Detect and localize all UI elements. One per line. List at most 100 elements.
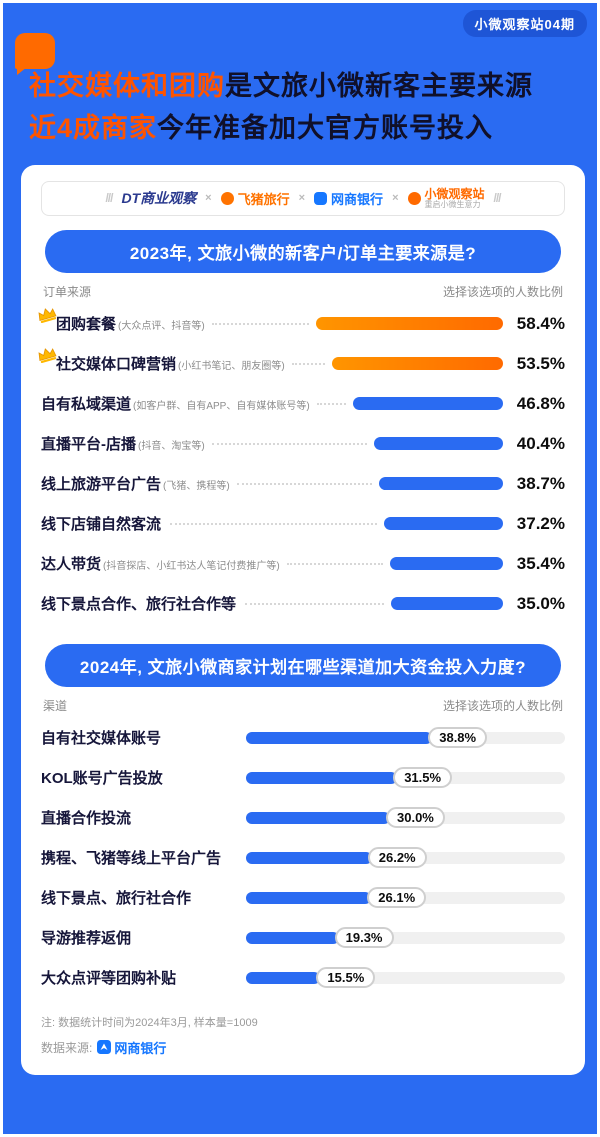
brand-logo-mark — [15, 33, 55, 75]
chart2-row: 导游推荐返佣 19.3% — [41, 918, 565, 958]
row-label: 团购套餐 — [56, 316, 117, 334]
bar — [246, 771, 398, 784]
bar — [353, 397, 503, 411]
chart2-row: 大众点评等团购补贴 15.5% — [41, 958, 565, 998]
row-value: 37.2% — [516, 513, 565, 533]
dotted-leader — [245, 602, 384, 605]
bar — [383, 517, 503, 531]
row-label: 社交媒体口碑营销 — [56, 356, 177, 374]
bar-track: 38.8% — [246, 727, 565, 749]
row-value: 53.5% — [516, 353, 565, 373]
row-label: 自有私域渠道 — [41, 396, 132, 414]
issue-badge: 小微观察站04期 — [462, 10, 587, 37]
row-value: 19.3% — [334, 927, 394, 949]
chart2-row: 自有社交媒体账号 38.8% — [41, 718, 565, 758]
row-label: 导游推荐返佣 — [41, 930, 132, 948]
xiaowei-station-logo: 小微观察站 重启小微生意力 — [407, 188, 485, 209]
chart1-row: 线下店铺自然客流 37.2% — [41, 504, 565, 544]
chart1-row: 直播平台-店播 (抖音、淘宝等) 40.4% — [41, 424, 565, 464]
dotted-leader — [211, 322, 310, 325]
row-value: 46.8% — [516, 393, 565, 413]
source-label: 数据来源: — [41, 1040, 93, 1055]
dotted-leader — [211, 442, 367, 445]
chart2-row: 直播合作投流 30.0% — [41, 798, 565, 838]
mybank-logo-icon — [97, 1040, 112, 1055]
row-note: (大众点评、抖音等) — [118, 321, 205, 333]
title-line-1: 社交媒体和团购是文旅小微新客主要来源 — [29, 71, 533, 101]
chart1-row: 社交媒体口碑营销 (小红书笔记、朋友圈等) 53.5% — [38, 344, 565, 384]
bar — [246, 811, 390, 824]
dotted-leader — [236, 482, 373, 485]
bar-track: 26.2% — [246, 847, 565, 869]
section1-col-right: 选择该选项的人数比例 — [442, 284, 563, 299]
row-value: 31.5% — [393, 767, 453, 789]
row-value: 38.8% — [428, 727, 488, 749]
row-label: 线上旅游平台广告 — [41, 476, 162, 494]
crown-icon — [35, 305, 59, 326]
row-note: (抖音、淘宝等) — [138, 441, 205, 453]
bar — [389, 557, 503, 571]
row-value: 40.4% — [516, 433, 565, 453]
bar — [246, 971, 321, 984]
bar-track: 30.0% — [246, 807, 565, 829]
row-value: 58.4% — [516, 313, 565, 333]
section1-col-left: 订单来源 — [43, 284, 92, 299]
hatch-right-decoration: /// — [493, 191, 502, 206]
row-value: 26.2% — [367, 847, 427, 869]
row-note: (小红书笔记、朋友圈等) — [178, 361, 285, 373]
logo-strip: /// DT商业观察 × 飞猪旅行 × 网商银行 × 小微观察站 重启小微生意力 … — [41, 181, 565, 216]
bar — [246, 891, 372, 904]
section2-col-left: 渠道 — [43, 698, 68, 713]
dotted-leader — [170, 522, 377, 525]
bar — [391, 597, 503, 611]
row-value: 38.7% — [516, 473, 565, 493]
row-note: (如客户群、自有APP、自有媒体账号等) — [133, 401, 310, 413]
row-value: 26.1% — [367, 887, 427, 909]
bar — [246, 931, 339, 944]
title-line-2: 近4成商家今年准备加大官方账号投入 — [29, 113, 494, 143]
separator: × — [298, 192, 306, 205]
mybank-source-logo: 网商银行 — [97, 1038, 166, 1057]
row-label: 线下店铺自然客流 — [41, 516, 162, 534]
page-title: 社交媒体和团购是文旅小微新客主要来源 近4成商家今年准备加大官方账号投入 — [29, 65, 581, 149]
row-note: (飞猪、携程等) — [163, 481, 230, 493]
dt-business-watch-logo: DT商业观察 — [121, 190, 197, 207]
dotted-leader — [291, 362, 325, 365]
data-source: 数据来源: 网商银行 — [41, 1038, 565, 1057]
section1-column-headers: 订单来源 选择该选项的人数比例 — [43, 283, 563, 300]
magnifier-logo-icon — [407, 191, 421, 205]
row-label: 线下景点合作、旅行社合作等 — [41, 596, 237, 614]
bar — [316, 317, 503, 331]
row-note: (抖音探店、小红书达人笔记付费推广等) — [103, 561, 280, 573]
separator: × — [392, 192, 399, 205]
dotted-leader — [286, 562, 383, 565]
chart1-row: 线上旅游平台广告 (飞猪、携程等) 38.7% — [41, 464, 565, 504]
bar-track: 31.5% — [246, 767, 565, 789]
chart2-row: KOL账号广告投放 31.5% — [41, 758, 565, 798]
row-label: 直播合作投流 — [41, 810, 132, 828]
source-name: 网商银行 — [114, 1040, 167, 1056]
separator: × — [205, 192, 212, 205]
row-label: 携程、飞猪等线上平台广告 — [41, 850, 222, 868]
fliggy-logo: 飞猪旅行 — [220, 189, 290, 208]
bar-track: 26.1% — [246, 887, 565, 909]
section2-column-headers: 渠道 选择该选项的人数比例 — [43, 697, 563, 714]
content-card: /// DT商业观察 × 飞猪旅行 × 网商银行 × 小微观察站 重启小微生意力 … — [21, 165, 585, 1075]
section2-heading: 2024年, 文旅小微商家计划在哪些渠道加大资金投入力度? — [45, 643, 561, 687]
row-value: 35.4% — [516, 553, 565, 573]
chart1-row: 达人带货 (抖音探店、小红书达人笔记付费推广等) 35.4% — [41, 544, 565, 584]
row-value: 30.0% — [386, 807, 445, 829]
row-label: 达人带货 — [41, 556, 102, 574]
footnote: 注: 数据统计时间为2024年3月, 样本量=1009 — [41, 1016, 258, 1029]
section1-heading: 2023年, 文旅小微的新客户/订单主要来源是? — [45, 229, 561, 273]
bar — [379, 477, 503, 491]
section2-col-right: 选择该选项的人数比例 — [442, 698, 563, 713]
chart1-row: 自有私域渠道 (如客户群、自有APP、自有媒体账号等) 46.8% — [41, 384, 565, 424]
bar — [246, 851, 372, 864]
dotted-leader — [316, 402, 347, 405]
row-label: 直播平台-店播 — [41, 436, 136, 454]
bar — [246, 731, 433, 744]
row-value: 35.0% — [516, 593, 565, 613]
row-value: 15.5% — [316, 967, 376, 989]
